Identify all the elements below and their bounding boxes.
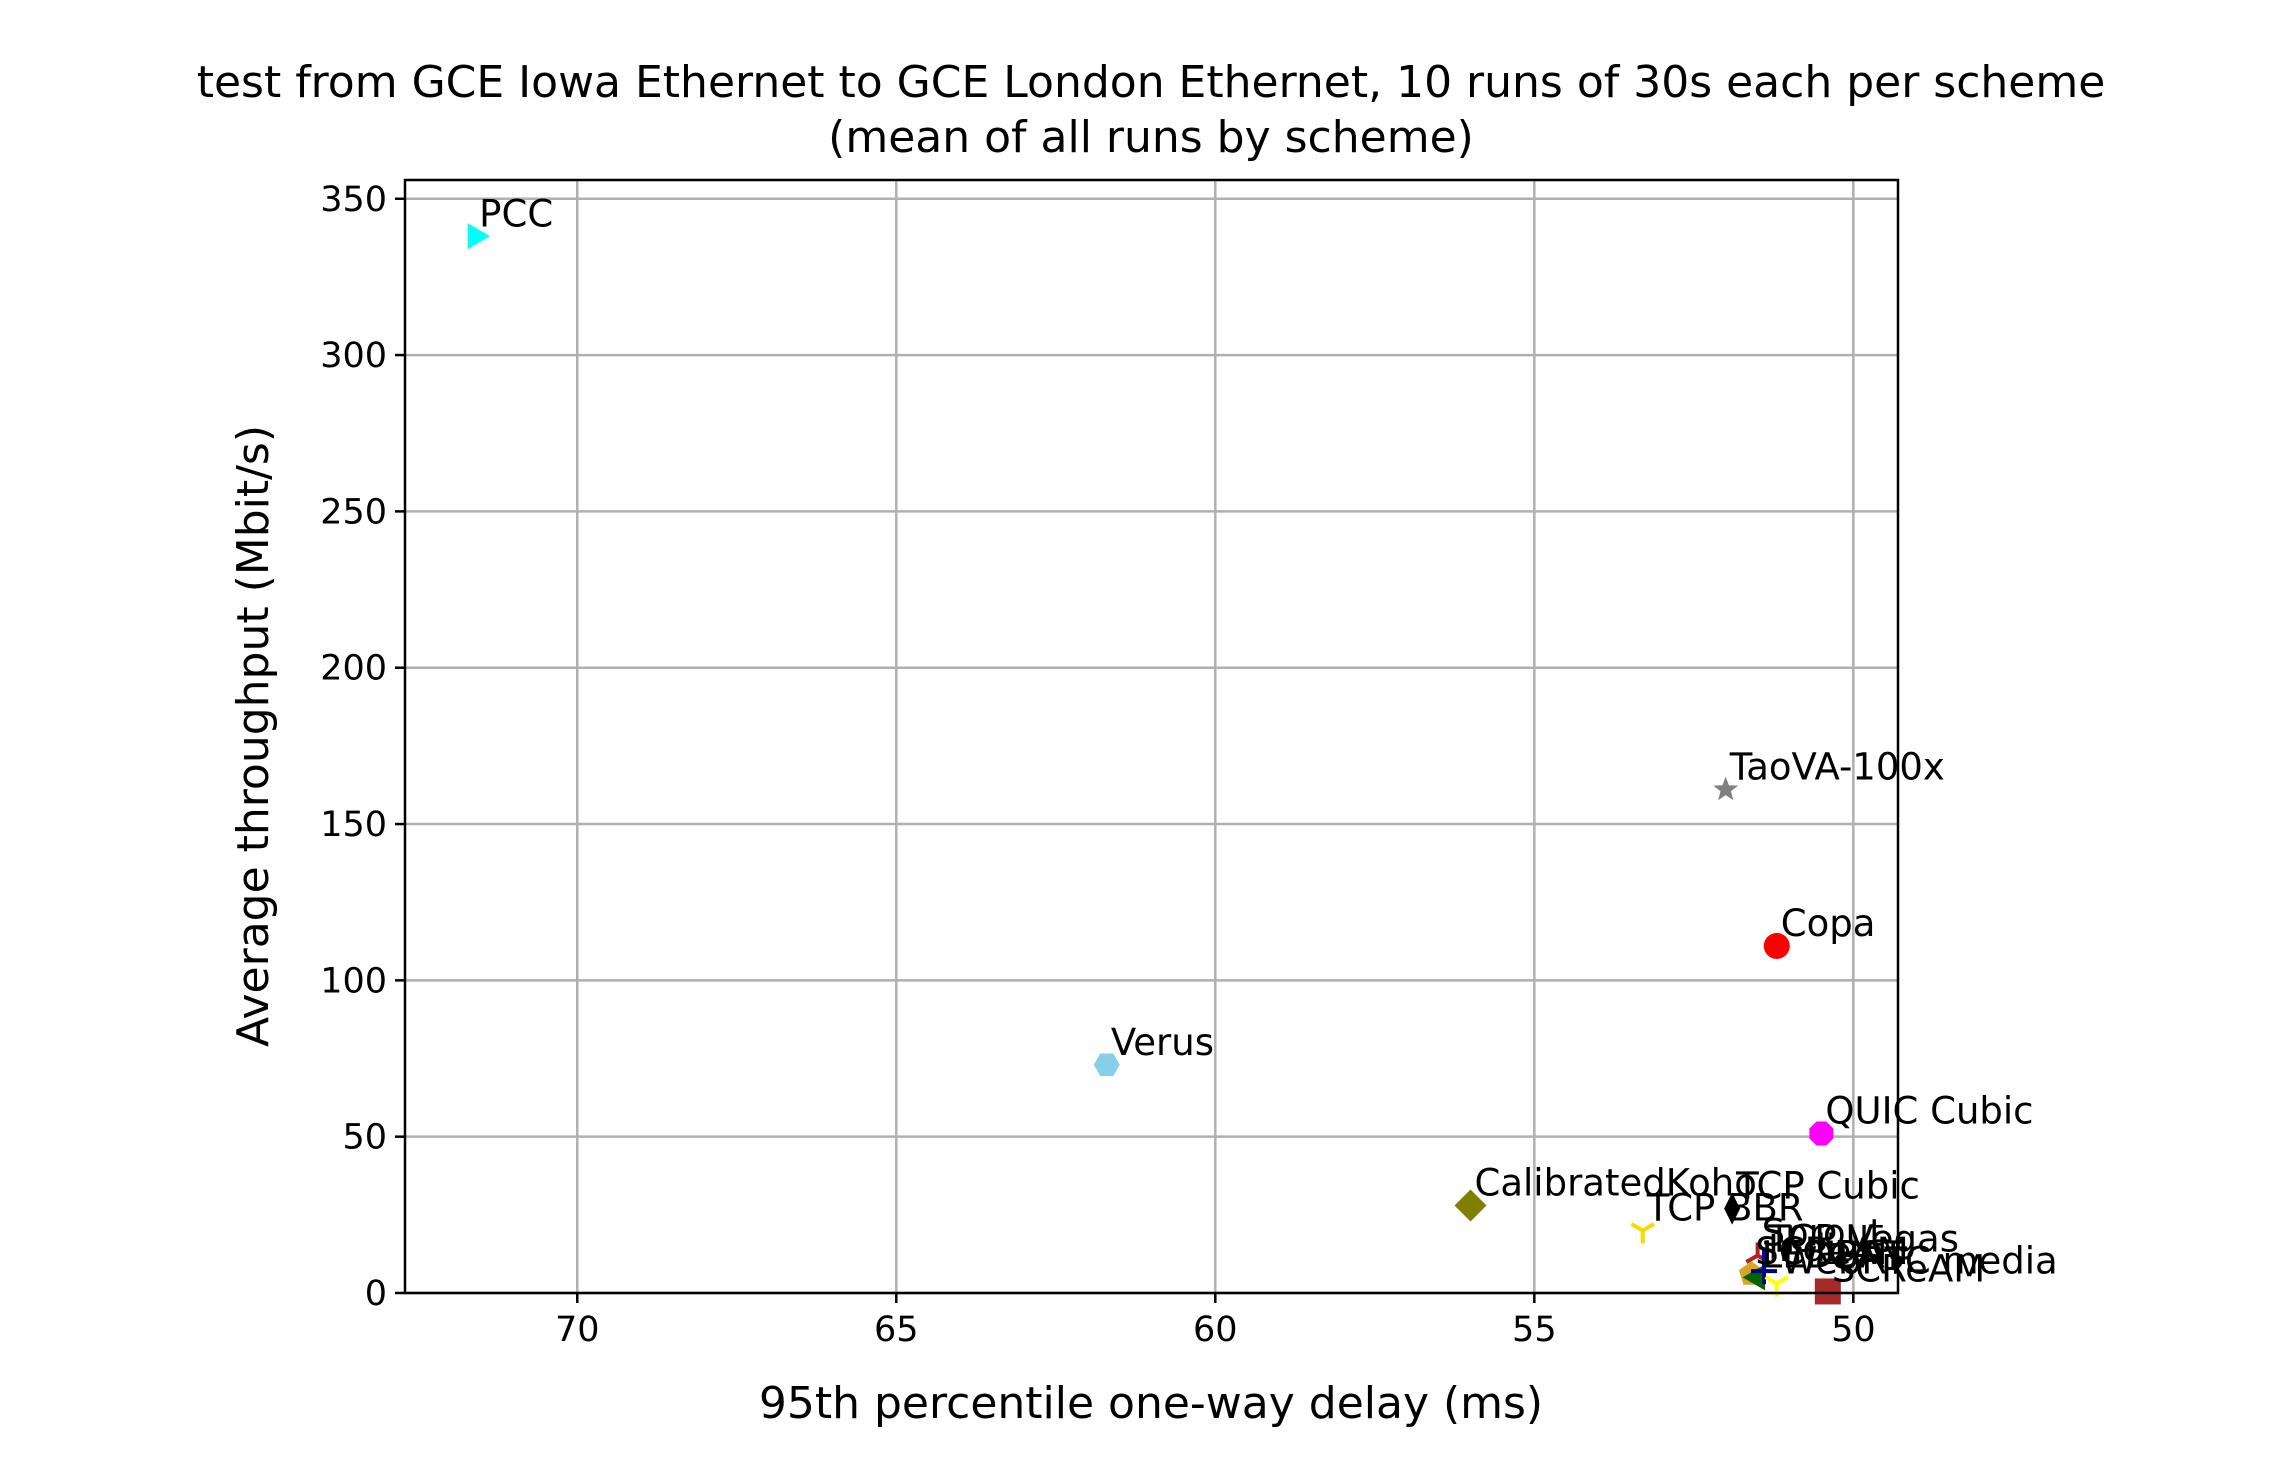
label-quic-cubic: QUIC Cubic [1825, 1090, 2033, 1133]
x-tick-label: 65 [874, 1310, 919, 1350]
y-tick-label: 100 [320, 961, 387, 1001]
label-sprout: Sprout [1762, 1211, 1884, 1254]
x-tick-label: 60 [1193, 1310, 1238, 1350]
y-axis-label: Average throughput (Mbit/s) [228, 425, 279, 1047]
label-tcp-cubic: TCP Cubic [1735, 1165, 1920, 1208]
plot-frame [403, 178, 1900, 1295]
label-scream: SCReAM [1832, 1247, 1985, 1290]
label-tcp-vegas: TCP Vegas [1767, 1218, 1959, 1261]
marker-webrtc-media [1764, 1275, 1790, 1297]
marker-pcc [467, 223, 491, 250]
y-tick-label: 250 [320, 492, 387, 532]
marker-quic-cubic [1809, 1121, 1834, 1146]
marker-taova-100x [1713, 776, 1739, 801]
y-tick-label: 150 [320, 805, 387, 845]
x-tick-label: 70 [555, 1310, 600, 1350]
point-labels: PCC TaoVA-100x Copa Verus QUIC Cubic Calibrat… [479, 192, 2058, 1290]
label-tcp-bbr: TCP BBR [1646, 1186, 1804, 1229]
y-tick-label: 300 [320, 336, 387, 376]
y-tick-label: 50 [342, 1118, 387, 1158]
y-tick-label: 350 [320, 180, 387, 220]
y-tick-label: 0 [365, 1274, 387, 1314]
grid-lines [405, 180, 1898, 1295]
chart-subtitle: (mean of all runs by scheme) [828, 112, 1474, 163]
x-tick-label: 55 [1512, 1310, 1557, 1350]
marker-tcp-cubic [1724, 1192, 1741, 1225]
label-verus: Verus [1111, 1021, 1214, 1064]
label-taova-100x: TaoVA-100x [1729, 746, 1945, 789]
x-axis-label: 95th percentile one-way delay (ms) [759, 1378, 1543, 1429]
label-webrtc-media: WebRTC media [1781, 1240, 2058, 1283]
data-points [467, 223, 1841, 1305]
chart-title: test from GCE Iowa Ethernet to GCE Londo… [197, 57, 2106, 108]
marker-tcp-bbr [1630, 1222, 1656, 1244]
marker-calibratedkoho [1454, 1189, 1487, 1222]
label-indigo: Indigo [1768, 1227, 1882, 1270]
marker-scream [1814, 1278, 1841, 1305]
y-tick-label: 200 [320, 649, 387, 689]
label-copa: Copa [1781, 902, 1876, 945]
label-calibratedkoho: CalibratedKoho [1475, 1161, 1757, 1204]
axis-ticks: 70 65 60 55 50 0 50 100 150 200 250 300 350 [320, 180, 1875, 1350]
label-ledbat: LEDBAT [1762, 1233, 1905, 1276]
label-scream: SCReAM [1755, 1230, 1908, 1273]
marker-copa [1763, 932, 1790, 959]
marker-indigo [1751, 1258, 1778, 1285]
marker-verus [1093, 1053, 1120, 1076]
label-pcc: PCC [479, 192, 553, 235]
x-tick-label: 50 [1831, 1310, 1876, 1350]
